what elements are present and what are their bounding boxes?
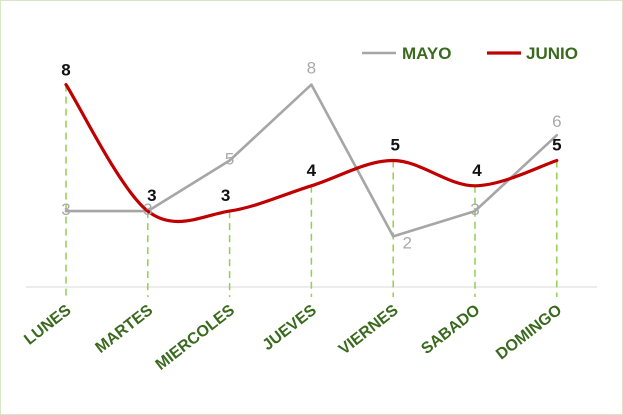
- legend-label-junio: JUNIO: [526, 44, 578, 63]
- data-label-junio-viernes: 5: [390, 136, 399, 155]
- drop-lines: [65, 84, 558, 297]
- data-label-mayo-viernes: 2: [402, 233, 411, 252]
- series-line-junio: [64, 83, 559, 224]
- x-tick-label-viernes: VIERNES: [336, 302, 402, 359]
- data-label-mayo-lunes: 3: [61, 200, 70, 219]
- legend: MAYO JUNIO: [362, 44, 578, 63]
- data-label-junio-sabado: 4: [472, 161, 482, 180]
- data-label-mayo-domingo: 6: [552, 112, 561, 131]
- x-tick-label-domingo: DOMINGO: [493, 302, 565, 364]
- data-label-junio-domingo: 5: [552, 136, 561, 155]
- legend-label-mayo: MAYO: [402, 44, 451, 63]
- data-label-junio-lunes: 8: [61, 61, 70, 80]
- data-label-mayo-miercoles: 5: [225, 150, 234, 169]
- data-label-junio-martes: 3: [147, 186, 156, 205]
- data-label-mayo-sabado: 3: [470, 200, 479, 219]
- x-tick-label-martes: MARTES: [93, 302, 157, 357]
- x-tick-label-sabado: SABADO: [418, 302, 483, 358]
- data-label-mayo-jueves: 8: [307, 59, 316, 78]
- data-label-mayo-martes: 3: [143, 200, 152, 219]
- data-label-junio-jueves: 4: [307, 161, 317, 180]
- x-tick-label-miercoles: MIERCOLES: [153, 302, 239, 374]
- series-lines: [64, 83, 559, 238]
- x-tick-label-jueves: JUEVES: [260, 302, 320, 354]
- x-tick-label-lunes: LUNES: [21, 302, 74, 349]
- data-label-junio-miercoles: 3: [221, 186, 230, 205]
